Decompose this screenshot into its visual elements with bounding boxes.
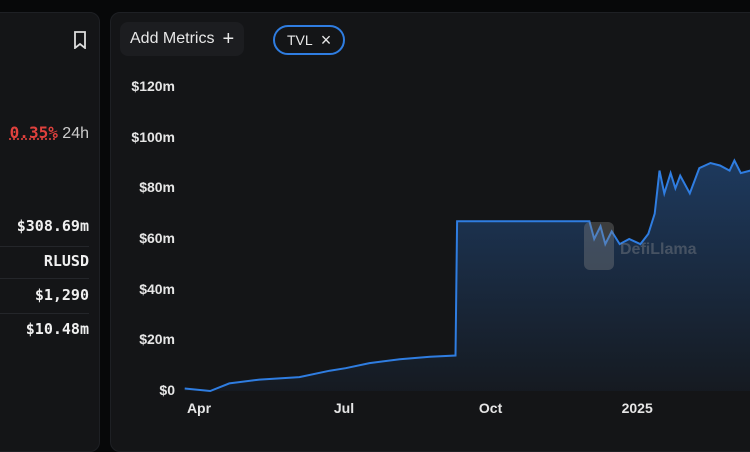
tvl-area (184, 160, 750, 391)
divider (0, 246, 89, 247)
divider (0, 313, 89, 314)
protocol-summary-panel: 0.35% 24h $308.69m RLUSD $1,290 $10.48m (0, 12, 100, 452)
stat-value: $308.69m (16, 217, 89, 235)
divider (0, 278, 89, 279)
change-period: 24h (62, 125, 89, 142)
tvl-chart[interactable]: DefiLlama (0, 0, 750, 436)
x-tick-label: Apr (186, 400, 212, 416)
tvl-metric-chip[interactable]: TVL × (273, 25, 346, 55)
y-tick-label: $20m (139, 331, 175, 348)
add-metrics-button[interactable]: Add Metrics + (120, 22, 245, 56)
stat-value: RLUSD (43, 252, 89, 270)
x-tick-label: Jul (333, 400, 355, 416)
tvl-line (184, 158, 750, 393)
y-tick-label: $60m (139, 230, 175, 246)
x-tick-label: Oct (478, 400, 503, 416)
y-tick-label: $120m (131, 78, 175, 94)
close-icon[interactable]: × (320, 29, 332, 50)
tvl-chip-label: TVL (287, 32, 313, 48)
stat-value: $10.48m (25, 320, 89, 338)
add-metrics-label: Add Metrics (130, 30, 215, 47)
x-tick-label: 2025 (621, 400, 653, 416)
y-tick-label: $0 (159, 382, 175, 398)
y-tick-label: $100m (131, 128, 175, 145)
defillama-watermark: DefiLlama (584, 222, 697, 270)
bookmark-icon[interactable] (73, 31, 87, 49)
tvl-change: 0.35% 24h (10, 123, 89, 143)
y-tick-label: $80m (139, 179, 175, 196)
stat-value: $1,290 (34, 286, 89, 304)
change-percent: 0.35% (9, 123, 58, 142)
plus-icon: + (222, 27, 235, 50)
watermark-text: DefiLlama (620, 241, 697, 258)
y-tick-label: $40m (139, 280, 175, 297)
